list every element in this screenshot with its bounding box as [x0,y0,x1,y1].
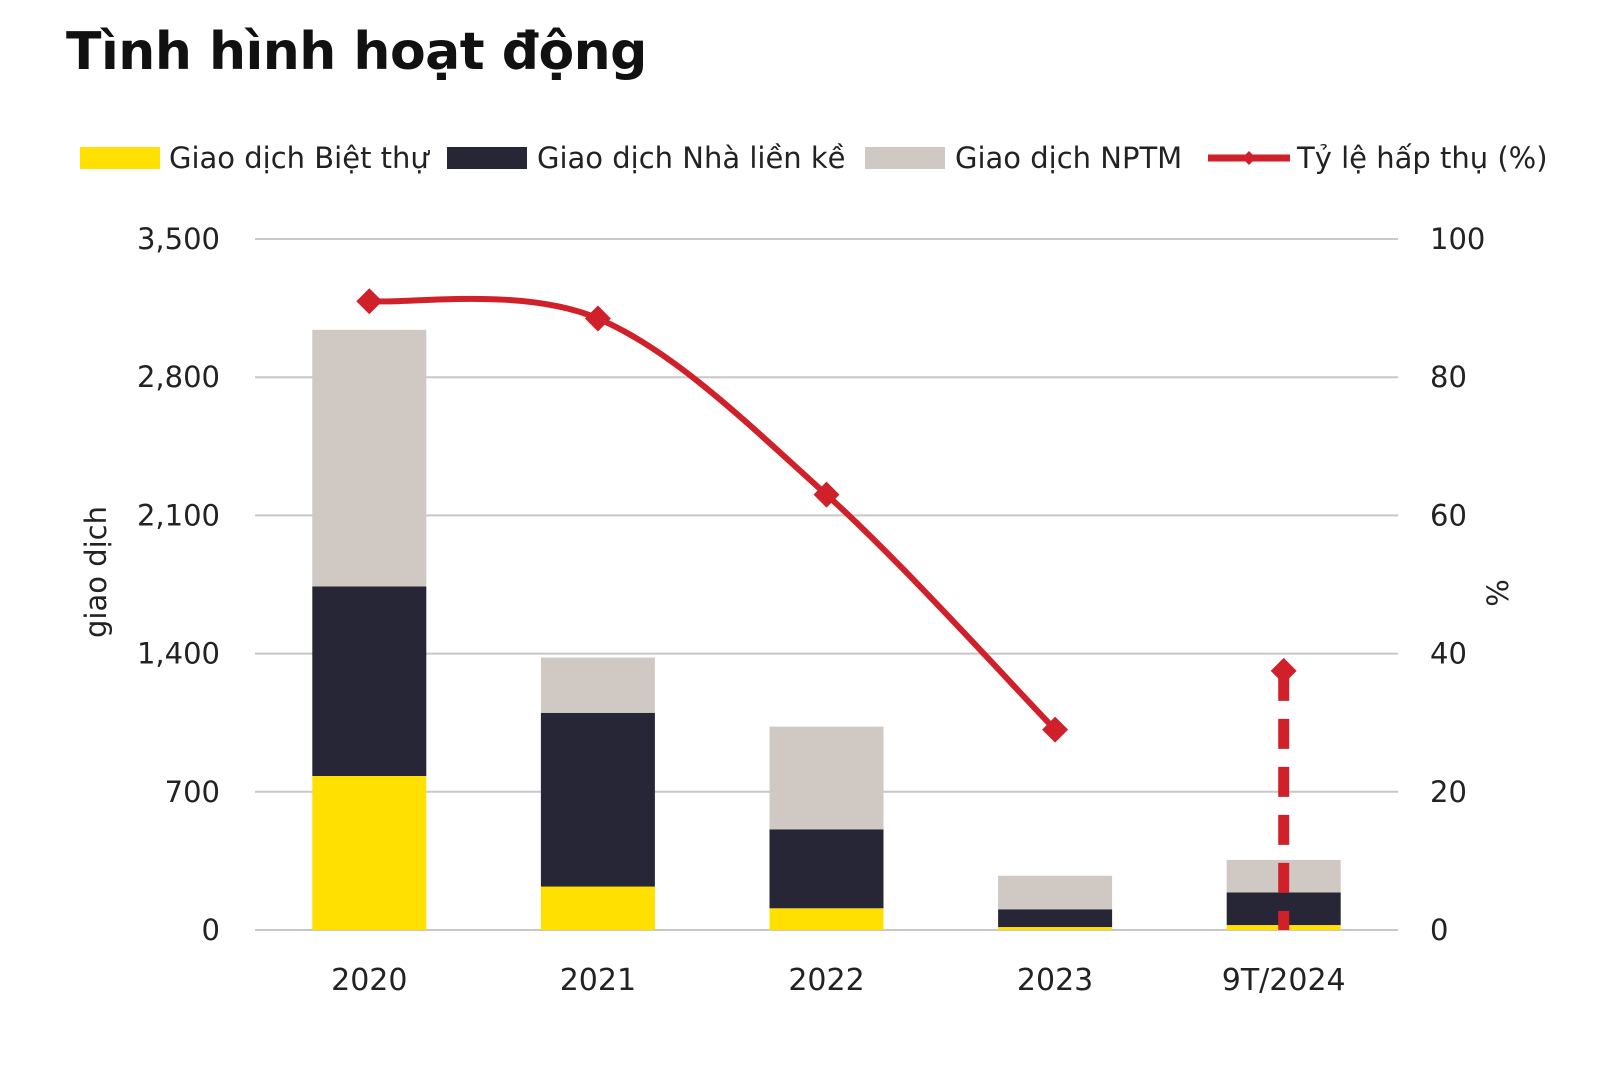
left-tick-label: 2,100 [137,498,220,532]
absorption-rate-line [356,288,1297,930]
legend-label: Tỷ lệ hấp thụ (%) [1296,141,1548,175]
left-tick-label: 2,800 [137,360,220,394]
legend-swatch [447,147,527,169]
right-tick-label: 60 [1430,498,1467,532]
left-tick-label: 0 [202,913,220,947]
legend-swatch [865,147,945,169]
right-tick-label: 0 [1430,913,1448,947]
right-axis-title: % [1481,579,1515,607]
right-tick-label: 40 [1430,637,1467,671]
bar-segment-townhouse [540,712,655,887]
category-label: 2020 [331,963,407,998]
absorption-rate-curve [366,295,1059,733]
left-tick-label: 1,400 [137,637,220,671]
legend-label: Giao dịch Nhà liền kề [537,141,846,175]
bar-segment-shophouse [312,329,427,587]
right-tick-label: 20 [1430,775,1467,809]
left-axis-title: giao dịch [79,506,113,638]
absorption-rate-marker [813,481,840,508]
bar-segment-villa [769,908,884,930]
right-axis-ticks: 0 20 40 60 80 100 [1430,222,1485,947]
bar-segment-townhouse [998,909,1113,928]
category-label: 2023 [1017,963,1093,998]
left-tick-label: 3,500 [137,222,220,256]
chart-bars [312,329,1341,930]
absorption-rate-marker [1042,716,1069,743]
absorption-rate-marker [356,288,383,315]
right-tick-label: 80 [1430,360,1467,394]
bar-segment-shophouse [998,875,1113,910]
bar-segment-shophouse [769,726,884,830]
legend-label: Giao dịch NPTM [955,141,1182,175]
bar-segment-townhouse [312,586,427,777]
right-tick-label: 100 [1430,222,1485,256]
category-labels: 2020 2021 2022 2023 9T/2024 [331,963,1346,998]
left-tick-label: 700 [165,775,220,809]
legend-line-marker [1242,151,1256,165]
legend-swatch [80,147,160,169]
absorption-rate-marker [1270,657,1297,684]
bar-segment-villa [998,927,1113,930]
page-title: Tình hình hoạt động [66,22,647,82]
category-label: 2021 [560,963,636,998]
left-axis-ticks: 0 700 1,400 2,100 2,800 3,500 [137,222,220,947]
bar-segment-villa [312,776,427,930]
bar-segment-townhouse [769,829,884,909]
chart-legend: Giao dịch Biệt thự Giao dịch Nhà liền kề G… [80,141,1548,175]
legend-label: Giao dịch Biệt thự [169,141,430,175]
bar-segment-villa [540,886,655,930]
bar-segment-shophouse [540,657,655,713]
absorption-rate-marker [584,305,611,332]
category-label: 9T/2024 [1222,963,1346,998]
category-label: 2022 [788,963,864,998]
